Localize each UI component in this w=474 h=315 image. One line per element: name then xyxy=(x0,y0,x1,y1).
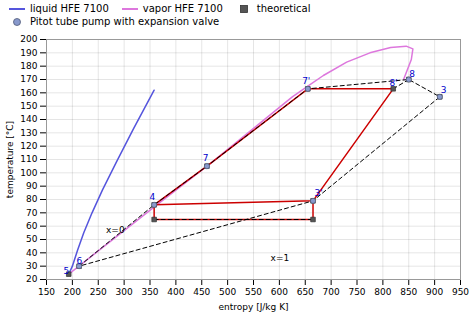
svg-text:200: 200 xyxy=(20,34,37,44)
svg-text:3: 3 xyxy=(441,85,447,95)
svg-text:400: 400 xyxy=(167,287,184,297)
svg-text:temperature [°C]: temperature [°C] xyxy=(5,121,15,198)
html-text:vapor HFE 7100: vapor HFE 7100 xyxy=(142,3,223,14)
svg-text:3': 3' xyxy=(315,188,323,198)
svg-text:70: 70 xyxy=(26,208,38,218)
svg-text:950: 950 xyxy=(452,287,469,297)
svg-text:250: 250 xyxy=(90,287,107,297)
svg-text:5: 5 xyxy=(64,266,70,276)
svg-text:7: 7 xyxy=(203,153,209,163)
svg-text:200: 200 xyxy=(64,287,81,297)
svg-text:550: 550 xyxy=(245,287,262,297)
svg-text:150: 150 xyxy=(20,101,37,111)
svg-text:170: 170 xyxy=(20,74,37,84)
svg-text:300: 300 xyxy=(116,287,133,297)
svg-text:4: 4 xyxy=(149,192,155,202)
svg-text:160: 160 xyxy=(20,88,37,98)
svg-text:100: 100 xyxy=(20,168,37,178)
svg-text:750: 750 xyxy=(348,287,365,297)
svg-text:900: 900 xyxy=(426,287,443,297)
svg-text:500: 500 xyxy=(219,287,236,297)
svg-text:8: 8 xyxy=(409,69,415,79)
svg-text:entropy [J/kg K]: entropy [J/kg K] xyxy=(218,302,288,312)
svg-text:150: 150 xyxy=(38,287,55,297)
svg-text:650: 650 xyxy=(297,287,314,297)
svg-text:8': 8' xyxy=(390,78,398,88)
svg-text:190: 190 xyxy=(20,48,37,58)
svg-text:50: 50 xyxy=(26,234,38,244)
svg-text:600: 600 xyxy=(271,287,288,297)
svg-text:180: 180 xyxy=(20,61,37,71)
svg-text:40: 40 xyxy=(26,248,38,258)
svg-text:850: 850 xyxy=(400,287,417,297)
svg-text:30: 30 xyxy=(26,261,38,271)
svg-text:450: 450 xyxy=(193,287,210,297)
svg-text:20: 20 xyxy=(26,274,38,284)
svg-text:80: 80 xyxy=(26,194,38,204)
svg-text:800: 800 xyxy=(374,287,391,297)
svg-text:x=1: x=1 xyxy=(271,253,290,263)
svg-text:90: 90 xyxy=(26,181,38,191)
svg-text:60: 60 xyxy=(26,221,38,231)
svg-text:120: 120 xyxy=(20,141,37,151)
svg-text:110: 110 xyxy=(20,154,37,164)
svg-text:700: 700 xyxy=(323,287,340,297)
svg-text:x=0: x=0 xyxy=(106,225,125,235)
svg-text:130: 130 xyxy=(20,128,37,138)
svg-text:350: 350 xyxy=(141,287,158,297)
html-text:Pitot tube pump with expansion: Pitot tube pump with expansion valve xyxy=(30,16,220,27)
svg-text:6: 6 xyxy=(77,256,83,266)
html-text:liquid HFE 7100: liquid HFE 7100 xyxy=(30,3,109,14)
html-text:theoretical: theoretical xyxy=(256,3,311,14)
svg-text:140: 140 xyxy=(20,114,37,124)
svg-text:7': 7' xyxy=(302,76,310,86)
